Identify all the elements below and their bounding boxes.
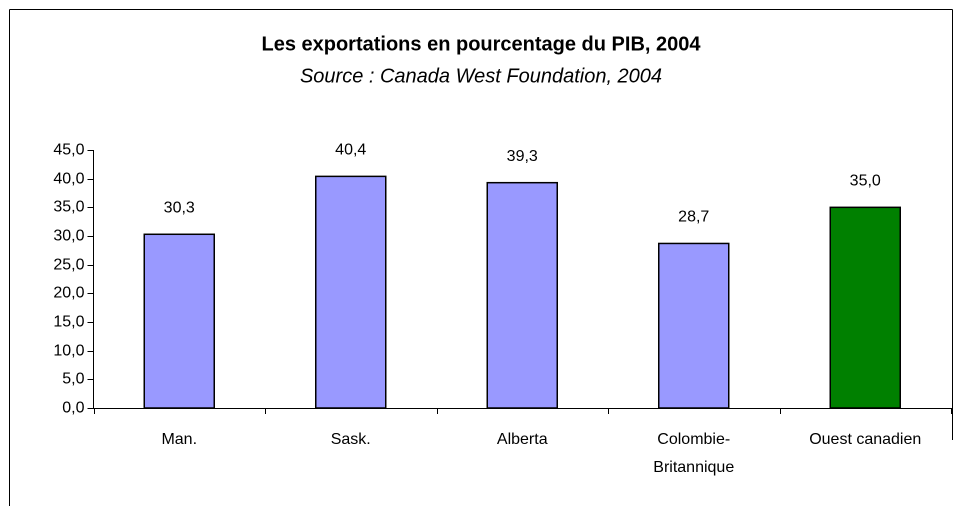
bar xyxy=(829,206,901,409)
chart-subtitle: Source : Canada West Foundation, 2004 xyxy=(300,65,662,87)
bar xyxy=(143,233,215,409)
bar xyxy=(486,181,558,409)
data-label: 30,3 xyxy=(164,199,195,216)
y-tick-label: 35,0 xyxy=(53,199,84,216)
y-tick-label: 15,0 xyxy=(53,314,84,331)
data-label: 35,0 xyxy=(850,173,881,190)
y-tick-label: 40,0 xyxy=(53,171,84,188)
y-tick-label: 5,0 xyxy=(62,371,84,388)
bar xyxy=(658,242,730,409)
y-tick-label: 10,0 xyxy=(53,343,84,360)
x-tick-label: Ouest canadien xyxy=(809,431,921,448)
y-tick-label: 0,0 xyxy=(62,400,84,417)
x-tick-label: Alberta xyxy=(497,431,548,448)
y-tick-label: 20,0 xyxy=(53,285,84,302)
data-label: 28,7 xyxy=(678,209,709,226)
data-label: 39,3 xyxy=(507,148,538,165)
y-tick-label: 25,0 xyxy=(53,257,84,274)
x-tick-label: Man. xyxy=(161,431,197,448)
x-tick-label: Sask. xyxy=(331,431,371,448)
chart-title: Les exportations en pourcentage du PIB, … xyxy=(261,33,701,55)
x-tick-label: Colombie-Britannique xyxy=(653,431,734,476)
bar xyxy=(315,175,387,409)
data-label: 40,4 xyxy=(335,142,366,159)
y-tick-label: 45,0 xyxy=(53,142,84,159)
y-tick-label: 30,0 xyxy=(53,228,84,245)
